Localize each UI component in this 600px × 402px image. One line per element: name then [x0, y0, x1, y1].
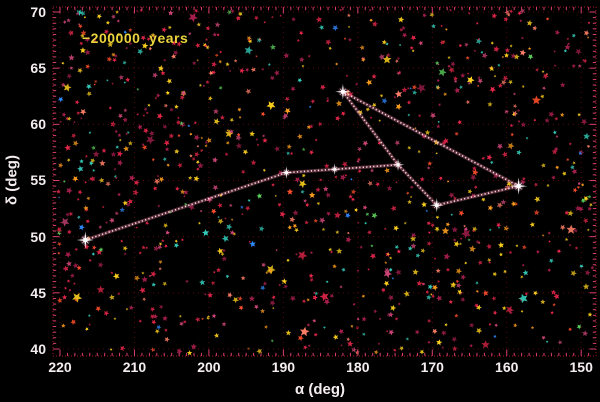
x-axis-label: α (deg) — [294, 381, 346, 398]
x-tick-label: 150 — [569, 359, 593, 375]
x-tick-label: 200 — [197, 359, 221, 375]
x-tick-label: 170 — [420, 359, 444, 375]
constellation-star — [429, 198, 444, 213]
x-tick-label: 180 — [346, 359, 370, 375]
constellation-star — [280, 166, 293, 179]
constellation-star — [328, 163, 341, 176]
x-tick-label: 160 — [495, 359, 519, 375]
constellation-star — [391, 158, 405, 172]
y-tick-label: 45 — [30, 284, 46, 301]
y-tick-label: 50 — [30, 228, 46, 245]
x-tick-label: 220 — [48, 359, 72, 375]
constellation-star — [510, 177, 528, 195]
y-tick-label: 70 — [30, 4, 46, 20]
y-tick-label: 55 — [30, 172, 46, 189]
x-tick-label: 210 — [122, 359, 147, 375]
epoch-annotation: −200000 years — [82, 30, 189, 46]
y-tick-label: 65 — [30, 60, 46, 77]
y-tick-label: 40 — [30, 340, 46, 357]
x-tick-label: 190 — [271, 359, 296, 375]
y-tick-label: 60 — [30, 116, 46, 133]
constellation-star — [76, 231, 94, 249]
constellation-star — [335, 83, 351, 100]
